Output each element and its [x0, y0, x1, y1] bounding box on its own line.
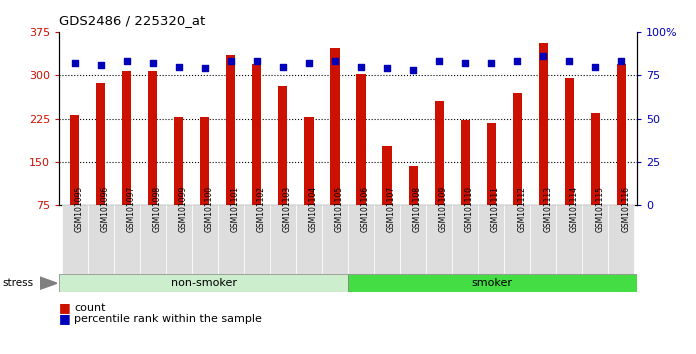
FancyBboxPatch shape — [530, 205, 556, 274]
Bar — [487, 122, 496, 205]
Text: smoker: smoker — [472, 278, 513, 288]
Bar — [148, 70, 157, 205]
Text: GSM101111: GSM101111 — [491, 186, 500, 232]
Bar — [591, 113, 600, 205]
FancyBboxPatch shape — [426, 205, 452, 274]
Point — [303, 60, 315, 66]
FancyBboxPatch shape — [218, 205, 244, 274]
Bar — [226, 55, 235, 205]
Point — [537, 53, 548, 59]
Point — [564, 58, 575, 64]
FancyBboxPatch shape — [322, 205, 348, 274]
Point — [590, 64, 601, 69]
FancyBboxPatch shape — [452, 205, 478, 274]
Point — [459, 60, 470, 66]
Text: GSM101101: GSM101101 — [231, 186, 240, 232]
Bar — [356, 74, 365, 205]
FancyBboxPatch shape — [348, 274, 637, 292]
Bar — [253, 64, 262, 205]
Bar — [383, 146, 392, 205]
Point — [173, 64, 184, 69]
Point — [616, 58, 627, 64]
Point — [356, 64, 367, 69]
Bar — [617, 64, 626, 205]
Point — [95, 62, 106, 68]
Bar — [70, 115, 79, 205]
Bar — [512, 93, 522, 205]
Text: stress: stress — [2, 278, 33, 288]
Bar — [278, 86, 287, 205]
Bar — [331, 48, 340, 205]
Text: percentile rank within the sample: percentile rank within the sample — [74, 314, 262, 324]
Text: ■: ■ — [59, 302, 71, 314]
Bar — [96, 83, 105, 205]
Text: GSM101108: GSM101108 — [413, 186, 422, 232]
Text: GSM101116: GSM101116 — [622, 186, 630, 232]
Text: GSM101104: GSM101104 — [309, 186, 318, 232]
Point — [434, 58, 445, 64]
Text: GDS2486 / 225320_at: GDS2486 / 225320_at — [59, 14, 205, 27]
Text: GSM101113: GSM101113 — [543, 186, 552, 232]
Bar — [434, 101, 443, 205]
Text: GSM101097: GSM101097 — [127, 185, 136, 232]
Point — [148, 60, 159, 66]
FancyBboxPatch shape — [244, 205, 270, 274]
FancyBboxPatch shape — [400, 205, 426, 274]
FancyBboxPatch shape — [374, 205, 400, 274]
Text: GSM101096: GSM101096 — [101, 185, 110, 232]
FancyBboxPatch shape — [59, 274, 348, 292]
FancyBboxPatch shape — [140, 205, 166, 274]
Point — [278, 64, 289, 69]
Text: GSM101112: GSM101112 — [517, 186, 526, 232]
Point — [199, 65, 210, 71]
Point — [251, 58, 262, 64]
Text: GSM101109: GSM101109 — [439, 186, 448, 232]
FancyBboxPatch shape — [166, 205, 192, 274]
FancyBboxPatch shape — [504, 205, 530, 274]
Text: GSM101100: GSM101100 — [205, 186, 214, 232]
FancyBboxPatch shape — [556, 205, 582, 274]
FancyBboxPatch shape — [88, 205, 114, 274]
Text: GSM101103: GSM101103 — [283, 186, 292, 232]
Bar — [461, 120, 470, 205]
Bar — [200, 117, 209, 205]
Point — [121, 58, 132, 64]
FancyBboxPatch shape — [582, 205, 608, 274]
Polygon shape — [40, 277, 57, 290]
FancyBboxPatch shape — [192, 205, 218, 274]
Text: GSM101095: GSM101095 — [74, 185, 84, 232]
Text: GSM101115: GSM101115 — [595, 186, 604, 232]
Text: GSM101106: GSM101106 — [361, 186, 370, 232]
Point — [69, 60, 80, 66]
Point — [381, 65, 393, 71]
Point — [407, 67, 418, 73]
Point — [512, 58, 523, 64]
FancyBboxPatch shape — [348, 205, 374, 274]
FancyBboxPatch shape — [270, 205, 296, 274]
Text: GSM101114: GSM101114 — [569, 186, 578, 232]
Bar — [409, 166, 418, 205]
Bar — [174, 117, 184, 205]
Text: GSM101099: GSM101099 — [179, 185, 188, 232]
Point — [329, 58, 340, 64]
FancyBboxPatch shape — [114, 205, 140, 274]
Bar — [122, 70, 132, 205]
Bar — [304, 117, 313, 205]
Text: GSM101105: GSM101105 — [335, 186, 344, 232]
Point — [486, 60, 497, 66]
Text: GSM101107: GSM101107 — [387, 186, 396, 232]
FancyBboxPatch shape — [478, 205, 504, 274]
Text: GSM101110: GSM101110 — [465, 186, 474, 232]
Bar — [564, 78, 574, 205]
Text: ■: ■ — [59, 312, 71, 325]
FancyBboxPatch shape — [62, 205, 88, 274]
Point — [226, 58, 237, 64]
Text: non-smoker: non-smoker — [171, 278, 237, 288]
FancyBboxPatch shape — [296, 205, 322, 274]
Text: GSM101098: GSM101098 — [153, 186, 162, 232]
Bar — [539, 44, 548, 205]
Text: count: count — [74, 303, 106, 313]
Text: GSM101102: GSM101102 — [257, 186, 266, 232]
FancyBboxPatch shape — [608, 205, 634, 274]
